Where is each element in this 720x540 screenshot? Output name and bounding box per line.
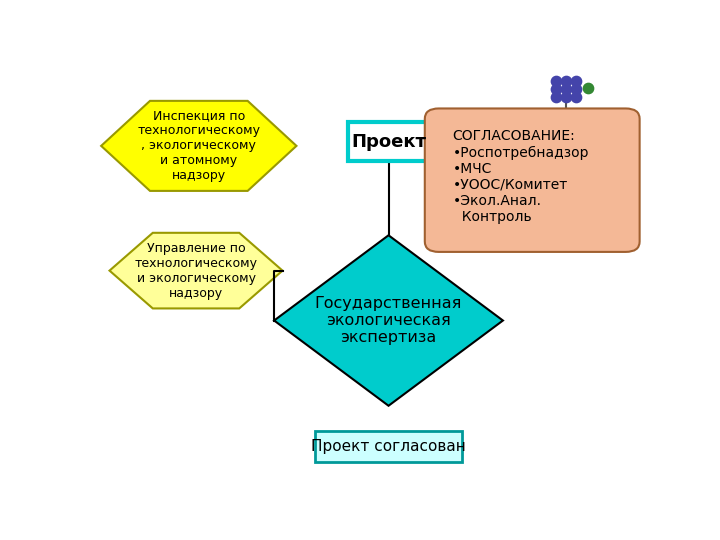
FancyBboxPatch shape (348, 122, 429, 161)
Point (550, 76, 562, 85)
Polygon shape (101, 101, 297, 191)
Text: Проект: Проект (351, 133, 426, 151)
Point (560, 85, 572, 93)
Point (550, 93, 562, 102)
Point (560, 93, 572, 102)
FancyBboxPatch shape (425, 109, 639, 252)
Polygon shape (274, 235, 503, 406)
Text: Инспекция по
технологическому
, экологическому
и атомному
надзору: Инспекция по технологическому , экологич… (138, 110, 261, 183)
Point (570, 93, 582, 102)
Text: Управление по
технологическому
и экологическому
надзору: Управление по технологическому и экологи… (135, 241, 258, 300)
FancyBboxPatch shape (315, 431, 462, 462)
Point (570, 85, 582, 93)
Text: Государственная
экологическая
экспертиза: Государственная экологическая экспертиза (315, 295, 462, 346)
Point (570, 76, 582, 85)
Text: СОГЛАСОВАНИЕ:
•Роспотребнадзор
•МЧС
•УООС/Комитет
•Экол.Анал.
  Контроль: СОГЛАСОВАНИЕ: •Роспотребнадзор •МЧС •УОО… (453, 129, 589, 224)
Text: Проект согласован: Проект согласован (311, 439, 466, 454)
Polygon shape (109, 233, 282, 308)
Point (582, 83, 593, 92)
Point (560, 76, 572, 85)
Point (550, 85, 562, 93)
